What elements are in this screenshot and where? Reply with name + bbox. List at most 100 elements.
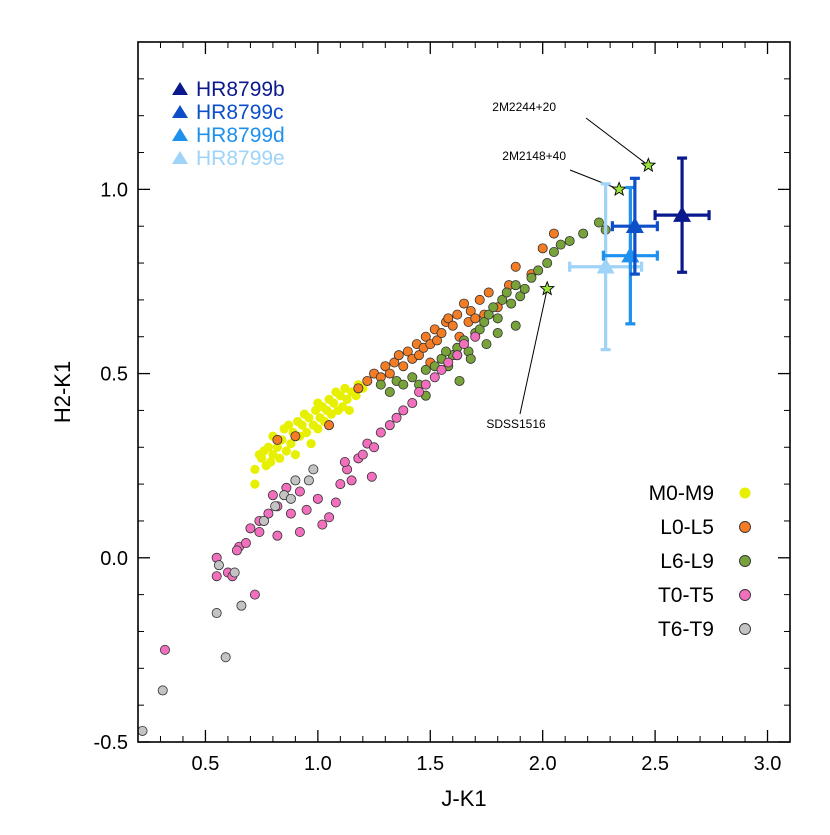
data-point-t0-t5 [414, 386, 425, 397]
data-point-l0-l5 [324, 420, 335, 431]
data-point-l6-l9 [593, 217, 604, 228]
x-tick-label: 2.0 [529, 753, 557, 775]
data-point-m0-m9 [272, 442, 282, 452]
legend-label-t0-t5: T0-T5 [658, 584, 714, 607]
legend-marker-t0-t5 [739, 589, 751, 601]
x-tick-label: 0.5 [192, 753, 220, 775]
plot-frame [137, 41, 791, 743]
data-point-t0-t5 [254, 527, 265, 538]
data-point-t0-t5 [272, 530, 283, 541]
data-point-t0-t5 [384, 420, 395, 431]
spectral-type-legend: M0-M9 L0-L5 L6-L9 T0-T5 T6-T9 [649, 482, 751, 641]
data-point-l0-l5 [384, 368, 395, 379]
data-point-m0-m9 [257, 453, 267, 463]
data-point-l6-l9 [578, 228, 589, 239]
data-point-m0-m9 [297, 420, 307, 430]
data-point-l6-l9 [407, 372, 418, 383]
data-point-t0-t5 [369, 442, 380, 453]
annotation-label: 2M2244+20 [492, 100, 556, 114]
data-point-l0-l5 [402, 346, 413, 357]
data-point-m0-m9 [266, 457, 276, 467]
planet-marker-hr8799b [673, 206, 692, 222]
data-point-l6-l9 [483, 309, 494, 320]
data-point-m0-m9 [263, 442, 273, 452]
legend-label-hr8799b: HR8799b [196, 78, 285, 101]
legend-marker-l6-l9 [739, 555, 751, 567]
data-point-l6-l9 [454, 375, 465, 386]
legend-marker-hr8799d [172, 128, 188, 141]
data-point-t0-t5 [294, 486, 305, 497]
data-point-m0-m9 [313, 398, 323, 408]
data-point-t0-t5 [452, 350, 463, 361]
data-point-l6-l9 [501, 287, 512, 298]
data-point-m0-m9 [290, 450, 300, 460]
data-point-t6-t9 [303, 475, 314, 486]
data-point-t0-t5 [267, 490, 278, 501]
data-point-l0-l5 [447, 320, 458, 331]
data-point-l0-l5 [432, 335, 443, 346]
star-marker [640, 157, 657, 173]
data-point-l6-l9 [465, 353, 476, 364]
data-point-l6-l9 [497, 294, 508, 305]
data-point-t0-t5 [366, 471, 377, 482]
legend-label-hr8799d: HR8799d [196, 124, 285, 147]
axes: 0.5 1.0 1.5 2.0 2.5 3.0 -0.5 0.0 0.5 1.0 [94, 42, 790, 775]
data-point-l6-l9 [492, 328, 503, 339]
data-point-l0-l5 [452, 309, 463, 320]
data-point-m0-m9 [302, 427, 312, 438]
data-point-m0-m9 [299, 409, 309, 419]
data-point-t0-t5 [398, 405, 409, 416]
x-tick-label: 1.0 [304, 753, 332, 775]
y-axis-label: H2-K1 [50, 361, 75, 423]
data-point-l6-l9 [542, 258, 553, 269]
data-point-l0-l5 [474, 294, 485, 305]
data-point-t6-t9 [258, 515, 269, 526]
annotation-leader [519, 288, 548, 415]
y-tick-label: 1.0 [100, 179, 128, 201]
data-point-t0-t5 [375, 427, 386, 438]
data-point-l0-l5 [537, 243, 548, 254]
data-point-m0-m9 [326, 409, 336, 419]
data-point-l6-l9 [510, 280, 521, 291]
planet-marker-hr8799c [625, 217, 644, 233]
data-point-l6-l9 [474, 324, 485, 335]
data-point-l6-l9 [515, 291, 526, 302]
data-point-m0-m9 [306, 438, 316, 449]
data-point-t6-t9 [270, 501, 281, 512]
data-point-t0-t5 [211, 571, 222, 582]
star-marker [539, 280, 556, 296]
data-point-t0-t5 [245, 523, 256, 534]
data-point-m0-m9 [284, 420, 294, 430]
data-point-l6-l9 [420, 364, 431, 375]
data-point-t0-t5 [330, 497, 341, 508]
data-point-m0-m9 [250, 464, 260, 474]
data-point-t6-t9 [220, 652, 231, 663]
data-point-l0-l5 [414, 350, 425, 361]
star-marker [611, 181, 627, 197]
data-point-t0-t5 [312, 493, 323, 504]
legend-label-l6-l9: L6-L9 [660, 550, 714, 573]
data-point-l0-l5 [272, 434, 283, 445]
data-point-m0-m9 [329, 398, 339, 408]
data-point-m0-m9 [313, 424, 323, 434]
data-point-l6-l9 [479, 316, 490, 327]
data-point-m0-m9 [281, 446, 291, 456]
data-point-t6-t9 [236, 600, 247, 611]
data-point-t0-t5 [458, 339, 469, 350]
data-point-l0-l5 [389, 357, 400, 368]
data-point-t6-t9 [229, 567, 240, 578]
data-point-t0-t5 [436, 364, 447, 375]
data-point-l6-l9 [533, 265, 544, 276]
data-point-l6-l9 [519, 283, 530, 294]
data-point-l0-l5 [548, 228, 559, 239]
legend-marker-hr8799e [172, 151, 188, 164]
data-point-m0-m9 [351, 391, 361, 401]
planet-marker-hr8799e [596, 257, 615, 274]
data-point-l6-l9 [384, 386, 395, 397]
legend-label-t6-t9: T6-T9 [658, 618, 714, 641]
data-point-m0-m9 [286, 438, 296, 449]
data-point-l0-l5 [443, 313, 454, 324]
data-point-t0-t5 [407, 398, 418, 409]
